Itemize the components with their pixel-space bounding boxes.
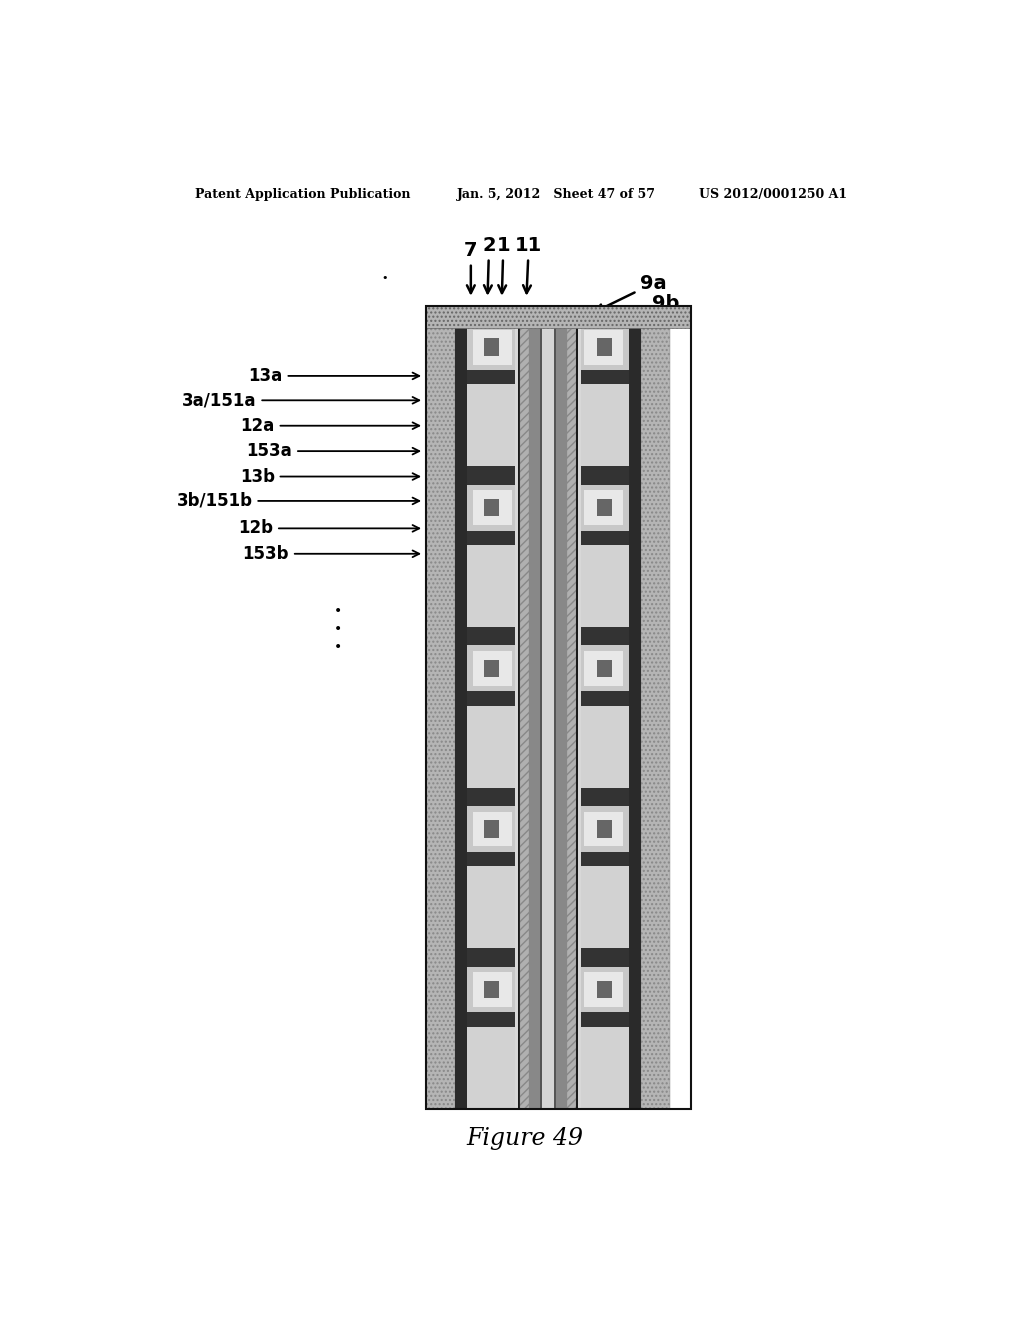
Bar [472,812,512,846]
Bar [582,627,629,645]
Bar [455,306,467,1109]
Bar [582,851,629,866]
Bar [467,484,515,531]
Bar [584,330,624,364]
Text: Patent Application Publication: Patent Application Publication [196,189,411,202]
Bar [566,306,575,1109]
Bar [467,966,515,1012]
Text: 3a/151a: 3a/151a [182,391,419,409]
Bar [584,651,624,685]
Text: 153a: 153a [247,442,419,461]
Bar [467,370,515,384]
Bar [467,545,515,627]
Bar [597,499,612,516]
Bar [582,466,629,484]
Bar [483,660,499,677]
Bar [483,338,499,356]
Bar [584,490,624,525]
Bar [426,306,455,1109]
Bar [582,966,629,1012]
Bar [584,972,624,1007]
Bar [582,370,629,384]
Bar [467,645,515,692]
Text: 11: 11 [515,236,543,293]
Bar [483,981,499,998]
Bar [467,306,515,325]
Bar [467,788,515,807]
Text: 7: 7 [464,242,477,293]
Bar [597,820,612,838]
Text: 3b/151b: 3b/151b [176,492,419,510]
Text: US 2012/0001250 A1: US 2012/0001250 A1 [699,189,848,202]
Bar [483,499,499,516]
Bar [472,490,512,525]
Bar [467,1027,515,1109]
Bar [529,306,540,1109]
Bar [582,788,629,807]
Bar [467,531,515,545]
Text: •: • [334,640,342,655]
Text: •: • [334,603,342,618]
Text: 9b: 9b [628,294,679,326]
Bar [582,306,629,325]
Bar [472,330,512,364]
Bar [582,325,629,370]
Bar [582,1027,629,1109]
Text: 153b: 153b [243,545,419,562]
Bar [483,820,499,838]
Bar [582,948,629,966]
Bar [629,306,641,1109]
Text: •: • [334,622,342,636]
Bar [467,851,515,866]
Bar [520,306,529,1109]
Bar [641,306,670,1109]
Text: 9a: 9a [596,275,667,312]
Bar [540,306,542,1109]
Text: 13a: 13a [249,367,419,385]
Bar [575,306,582,1109]
Text: Jan. 5, 2012   Sheet 47 of 57: Jan. 5, 2012 Sheet 47 of 57 [458,189,656,202]
Bar [582,531,629,545]
Bar [554,306,556,1109]
Bar [582,484,629,531]
Bar [467,706,515,788]
Text: 12a: 12a [241,417,419,434]
Bar [515,306,520,1109]
Bar [584,812,624,846]
Text: 2: 2 [482,236,496,293]
Text: •: • [381,273,387,284]
Bar [467,627,515,645]
Bar [540,306,556,1109]
Bar [426,306,691,329]
Bar [597,981,612,998]
Bar [467,1012,515,1027]
Bar [467,384,515,466]
Bar [517,306,520,1109]
Bar [467,325,515,370]
Bar [582,706,629,788]
Bar [582,692,629,706]
Text: Figure 49: Figure 49 [466,1127,584,1150]
Bar [575,306,579,1109]
Bar [472,972,512,1007]
Bar [556,306,566,1109]
Bar [582,545,629,627]
Bar [597,660,612,677]
Bar [467,948,515,966]
Text: 13b: 13b [240,467,419,486]
Bar [582,1012,629,1027]
Text: 1: 1 [497,236,510,293]
Bar [582,807,629,851]
Bar [582,866,629,948]
Bar [472,651,512,685]
Bar [582,384,629,466]
Bar [467,866,515,948]
Text: 12b: 12b [239,519,419,537]
Bar [467,807,515,851]
Bar [597,338,612,356]
Bar [467,692,515,706]
Bar [467,466,515,484]
Bar [582,645,629,692]
Bar [426,306,691,1109]
